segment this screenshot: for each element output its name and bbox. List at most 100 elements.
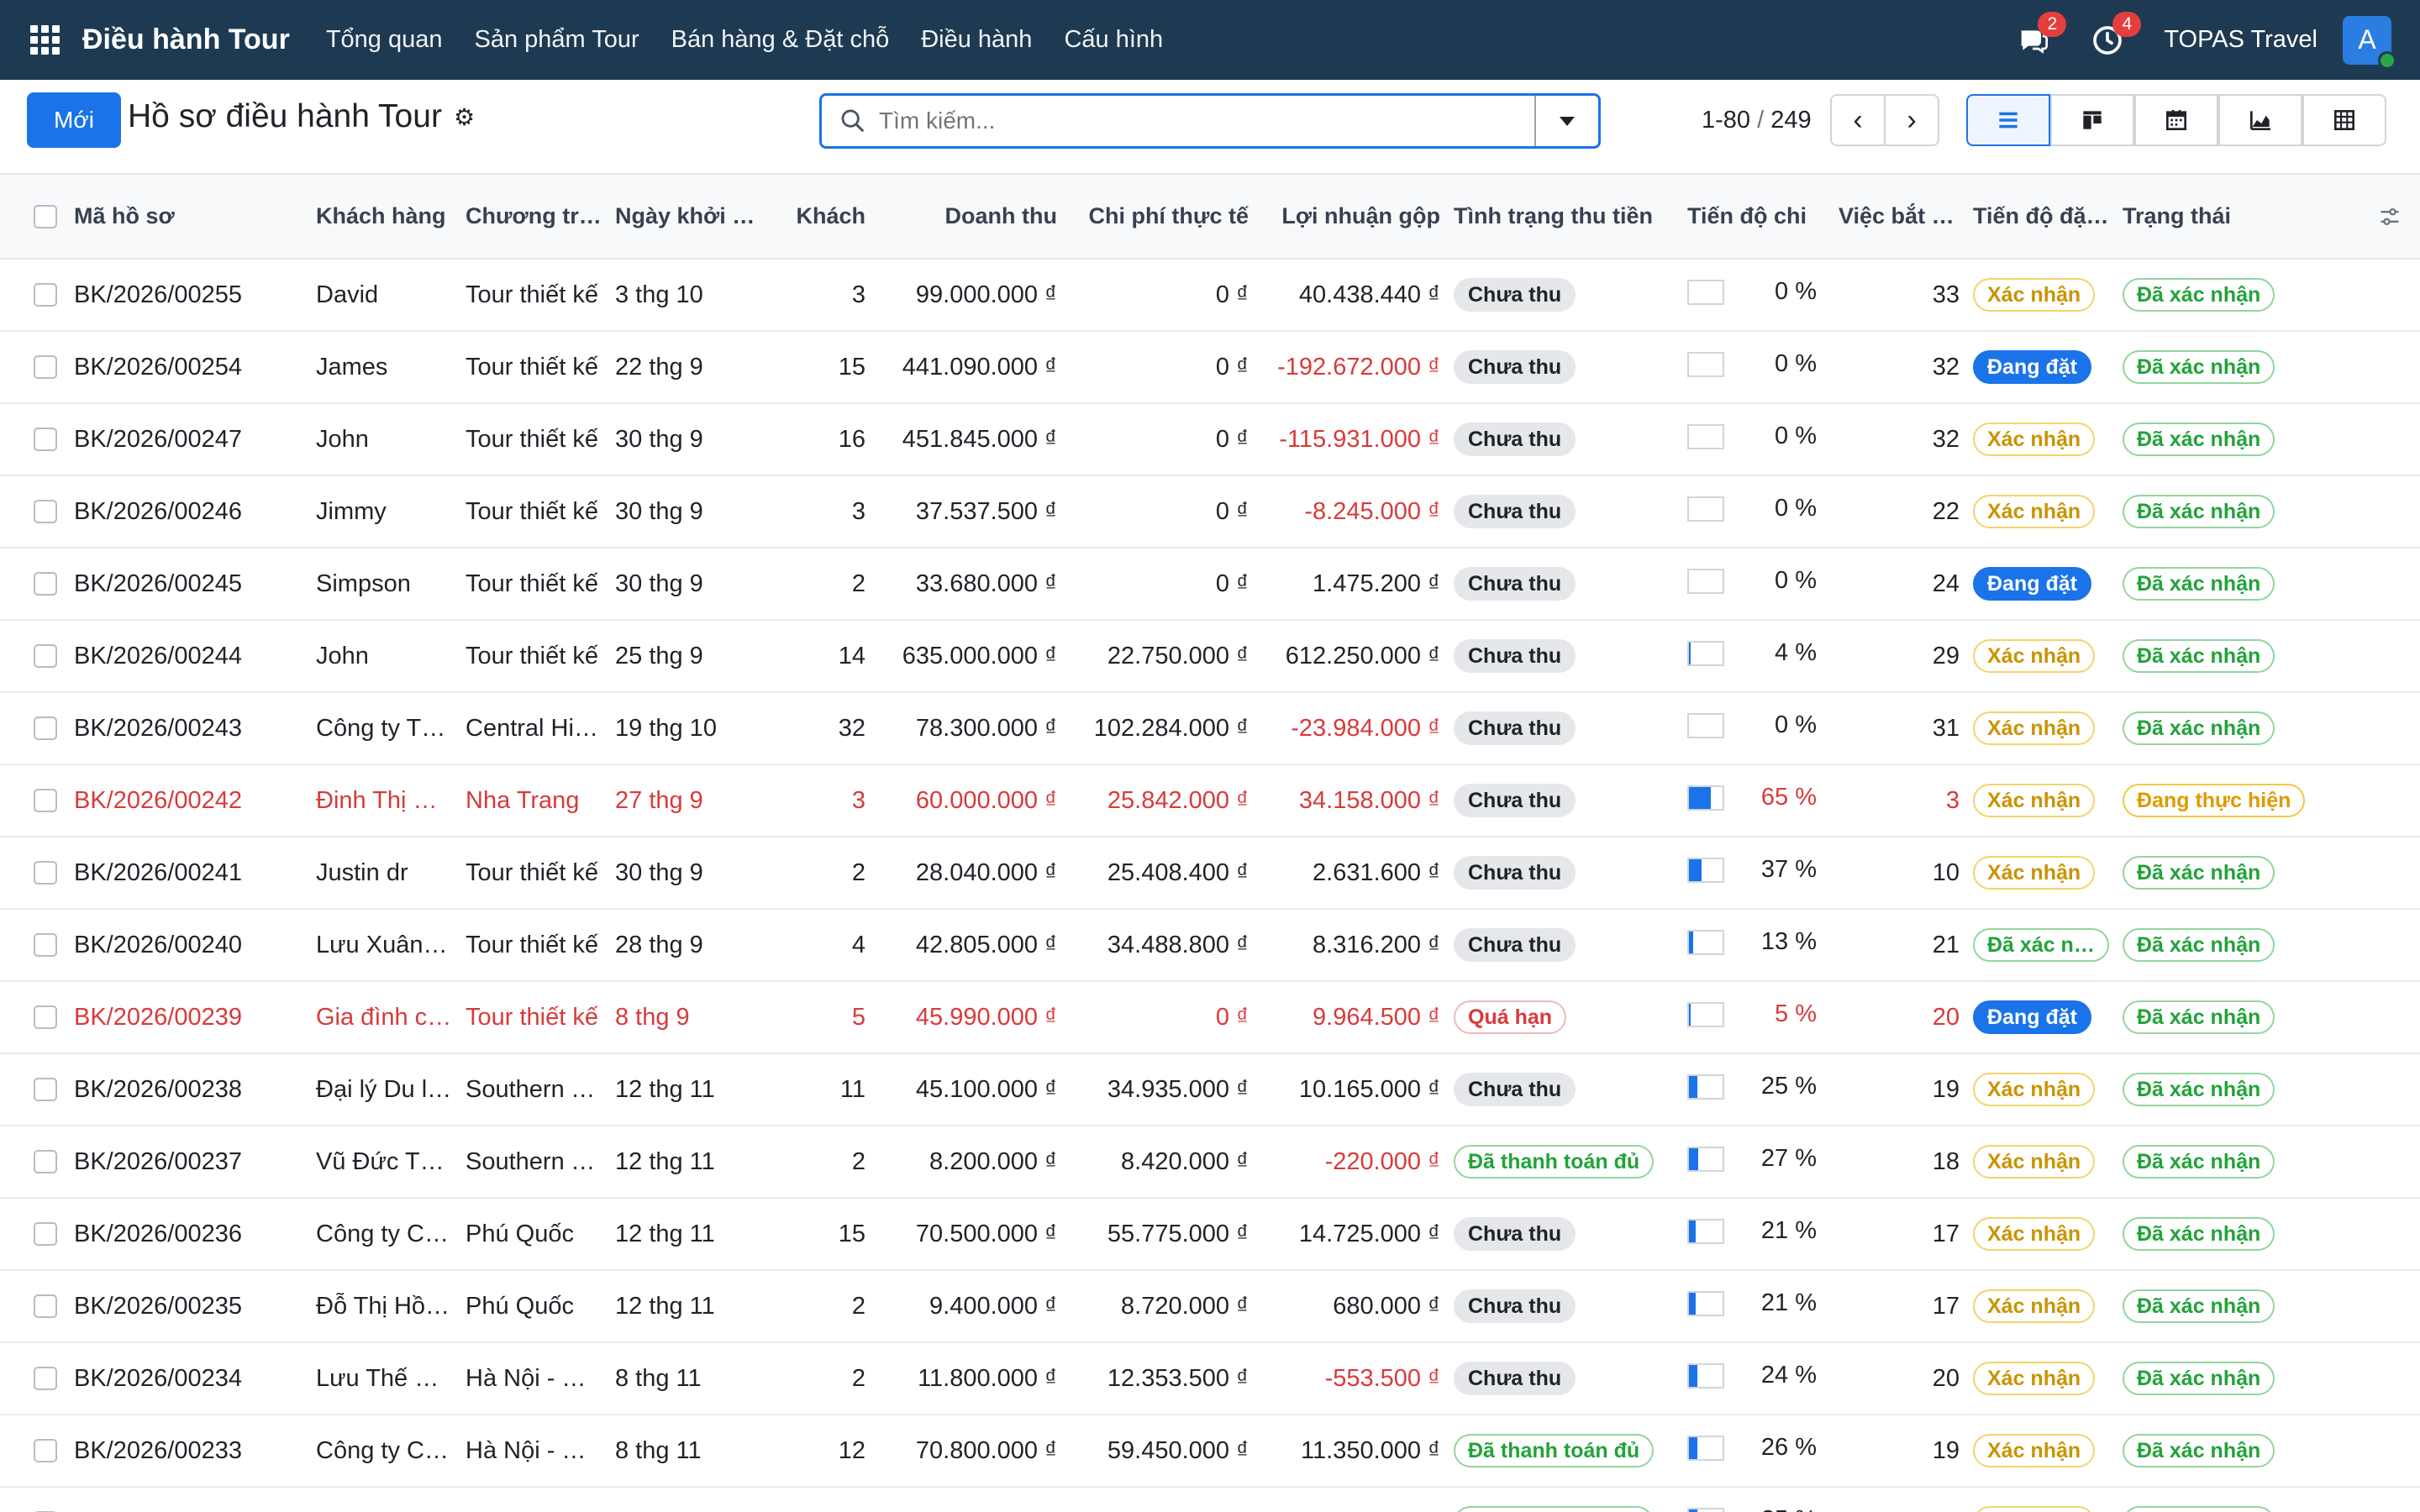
row-select-cell[interactable] — [0, 1053, 67, 1126]
table-row[interactable]: BK/2026/00247 John Tour thiết kế 30 thg 9 16… — [0, 403, 2420, 475]
table-row[interactable]: BK/2026/00255 David Tour thiết kế 3 thg 10 3… — [0, 259, 2420, 331]
nav-item-sales-booking[interactable]: Bán hàng & Đặt chỗ — [671, 26, 890, 53]
row-select-cell[interactable] — [0, 548, 67, 620]
column-header-revenue[interactable]: Doanh thu — [872, 175, 1064, 260]
cell-customer: Lưu Thế Vinh — [316, 1364, 459, 1392]
table-row[interactable]: BK/2026/00239 Gia đình chị LanTour thiết … — [0, 981, 2420, 1053]
row-checkbox[interactable] — [34, 428, 57, 451]
row-checkbox[interactable] — [34, 283, 57, 307]
pivot-view-button[interactable] — [2302, 94, 2386, 146]
app-brand[interactable]: Điều hành Tour — [82, 24, 290, 55]
select-all-cell[interactable] — [0, 175, 67, 260]
table-row[interactable]: BK/2026/00241 Justin dr Tour thiết kế 30 th… — [0, 837, 2420, 909]
table-row[interactable]: BK/2026/00240 Lưu Xuân Nam Tour thiết kế 28… — [0, 909, 2420, 981]
row-select-cell[interactable] — [0, 259, 67, 331]
pager-range[interactable]: 1-80 — [1702, 107, 1751, 134]
row-checkbox[interactable] — [34, 1367, 57, 1390]
row-checkbox[interactable] — [34, 933, 57, 957]
row-checkbox[interactable] — [34, 1222, 57, 1246]
column-header-payment-status[interactable]: Tình trạng thu tiền — [1447, 175, 1681, 260]
row-select-cell[interactable] — [0, 1126, 67, 1198]
row-select-cell[interactable] — [0, 837, 67, 909]
row-checkbox[interactable] — [34, 1078, 57, 1101]
table-row[interactable]: BK/2026/00244 John Tour thiết kế 25 thg 9 14… — [0, 620, 2420, 692]
progress-value: 0 % — [1775, 278, 1817, 306]
row-select-cell[interactable] — [0, 475, 67, 548]
table-row[interactable]: BK/2026/00235 Đỗ Thị Hồng Phú Quốc 12 thg 1… — [0, 1270, 2420, 1342]
cell-booking-progress: Xác nhận — [1966, 1126, 2116, 1198]
row-checkbox[interactable] — [34, 355, 57, 379]
pager-next-button[interactable]: › — [1884, 94, 1939, 146]
row-checkbox[interactable] — [34, 1150, 57, 1173]
table-row[interactable]: BK/2026/00237 Vũ Đức Thắng Southern Tour 12… — [0, 1126, 2420, 1198]
table-row[interactable]: BK/2026/00233 Công ty Cổ phầnHà Nội - Hạ … — [0, 1415, 2420, 1487]
row-select-cell[interactable] — [0, 1198, 67, 1270]
table-row[interactable]: BK/2026/00242 Đinh Thị PhươngNha Trang 27 … — [0, 764, 2420, 837]
messages-button[interactable]: 2 — [2014, 11, 2067, 59]
calendar-view-button[interactable] — [2134, 94, 2218, 146]
table-row[interactable]: BK/2026/00254 James Tour thiết kế 22 thg 9 1… — [0, 331, 2420, 403]
nav-item-overview[interactable]: Tổng quan — [325, 26, 443, 53]
table-row[interactable]: BK/2026/00236 Công ty Cổ phần Phú Quốc 12 t… — [0, 1198, 2420, 1270]
row-select-cell[interactable] — [0, 620, 67, 692]
column-header-gross-profit[interactable]: Lợi nhuận gộp — [1255, 175, 1447, 260]
row-checkbox[interactable] — [34, 644, 57, 668]
new-button[interactable]: Mới — [27, 92, 121, 148]
chevron-down-icon — [1560, 116, 1575, 126]
optional-columns-icon[interactable] — [2376, 205, 2403, 228]
row-checkbox[interactable] — [34, 1294, 57, 1318]
select-all-checkbox[interactable] — [34, 204, 57, 228]
apps-menu-icon[interactable] — [30, 24, 60, 55]
company-switcher[interactable]: TOPAS Travel — [2164, 26, 2317, 53]
pager-value[interactable]: 1-80 / 249 — [1702, 107, 1812, 134]
row-select-cell[interactable] — [0, 909, 67, 981]
gear-icon[interactable]: ⚙ — [453, 103, 476, 130]
column-header-payment-progress[interactable]: Tiến độ chi — [1681, 175, 1832, 260]
column-header-departure[interactable]: Ngày khởi hành — [608, 175, 768, 260]
row-checkbox[interactable] — [34, 572, 57, 596]
table-row[interactable]: BK/2026/00246 Jimmy Tour thiết kế 30 thg 9 3… — [0, 475, 2420, 548]
row-checkbox[interactable] — [34, 500, 57, 523]
row-select-cell[interactable] — [0, 1415, 67, 1487]
graph-view-button[interactable] — [2218, 94, 2302, 146]
row-select-cell[interactable] — [0, 764, 67, 837]
row-select-cell[interactable] — [0, 981, 67, 1053]
cell-required-tasks: 17 — [1932, 1220, 1960, 1247]
row-checkbox[interactable] — [34, 789, 57, 812]
pager-previous-button[interactable]: ‹ — [1830, 94, 1886, 146]
table-row[interactable]: BK/2026/00232Vũ Thị KimHà Nội - Hạ Long8… — [0, 1487, 2420, 1512]
user-avatar[interactable]: A — [2343, 15, 2396, 70]
progress-value: 0 % — [1775, 350, 1817, 378]
state-header-label[interactable]: Trạng thái — [2123, 203, 2232, 228]
table-row[interactable]: BK/2026/00238 Đại lý Du lịch Southern Tour… — [0, 1053, 2420, 1126]
column-header-booking-progress[interactable]: Tiến độ đặt dịch vụ — [1966, 175, 2116, 260]
row-select-cell[interactable] — [0, 403, 67, 475]
list-view-button[interactable] — [1966, 94, 2050, 146]
search-input[interactable] — [879, 108, 1534, 134]
row-select-cell[interactable] — [0, 692, 67, 764]
column-header-required-tasks[interactable]: Việc bắt buộc — [1832, 175, 1966, 260]
nav-item-configuration[interactable]: Cấu hình — [1064, 26, 1164, 53]
column-header-customer[interactable]: Khách hàng — [309, 175, 459, 260]
row-select-cell[interactable] — [0, 331, 67, 403]
row-select-cell[interactable] — [0, 1342, 67, 1415]
row-checkbox[interactable] — [34, 1439, 57, 1462]
row-checkbox[interactable] — [34, 717, 57, 740]
search-options-toggle[interactable] — [1534, 96, 1598, 146]
column-header-code[interactable]: Mã hồ sơ — [67, 175, 309, 260]
nav-item-products[interactable]: Sản phẩm Tour — [474, 26, 639, 53]
row-checkbox[interactable] — [34, 1005, 57, 1029]
activities-button[interactable]: 4 — [2089, 11, 2142, 59]
row-select-cell[interactable] — [0, 1487, 67, 1512]
column-header-program[interactable]: Chương trình — [459, 175, 608, 260]
nav-item-operations[interactable]: Điều hành — [921, 26, 1033, 53]
column-header-pax[interactable]: Khách — [768, 175, 872, 260]
column-header-actual-cost[interactable]: Chi phí thực tế — [1064, 175, 1255, 260]
column-header-state[interactable]: Trạng thái — [2116, 175, 2420, 260]
table-row[interactable]: BK/2026/00245 Simpson Tour thiết kế 30 thg … — [0, 548, 2420, 620]
row-select-cell[interactable] — [0, 1270, 67, 1342]
row-checkbox[interactable] — [34, 861, 57, 885]
kanban-view-button[interactable] — [2050, 94, 2134, 146]
